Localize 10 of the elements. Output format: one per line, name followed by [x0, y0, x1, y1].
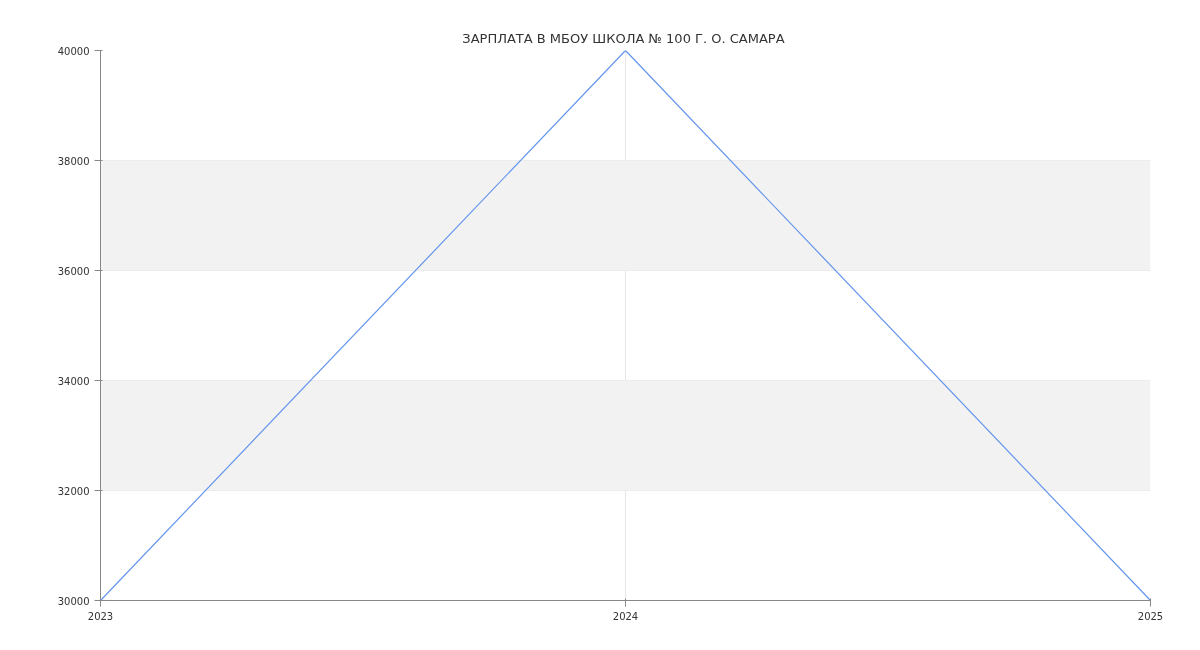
y-tick-label: 40000	[57, 45, 90, 57]
chart-title: ЗАРПЛАТА В МБОУ ШКОЛА № 100 Г. О. САМАРА	[462, 30, 785, 46]
x-tick-label: 2025	[1137, 610, 1164, 622]
y-tick-label: 32000	[57, 485, 90, 497]
y-tick-label: 36000	[57, 265, 90, 277]
y-tick-label: 34000	[57, 375, 90, 387]
y-tick-label: 30000	[57, 595, 90, 607]
x-tick-label: 2024	[612, 610, 639, 622]
x-tick-label: 2023	[87, 610, 114, 622]
y-tick-label: 38000	[57, 155, 90, 167]
